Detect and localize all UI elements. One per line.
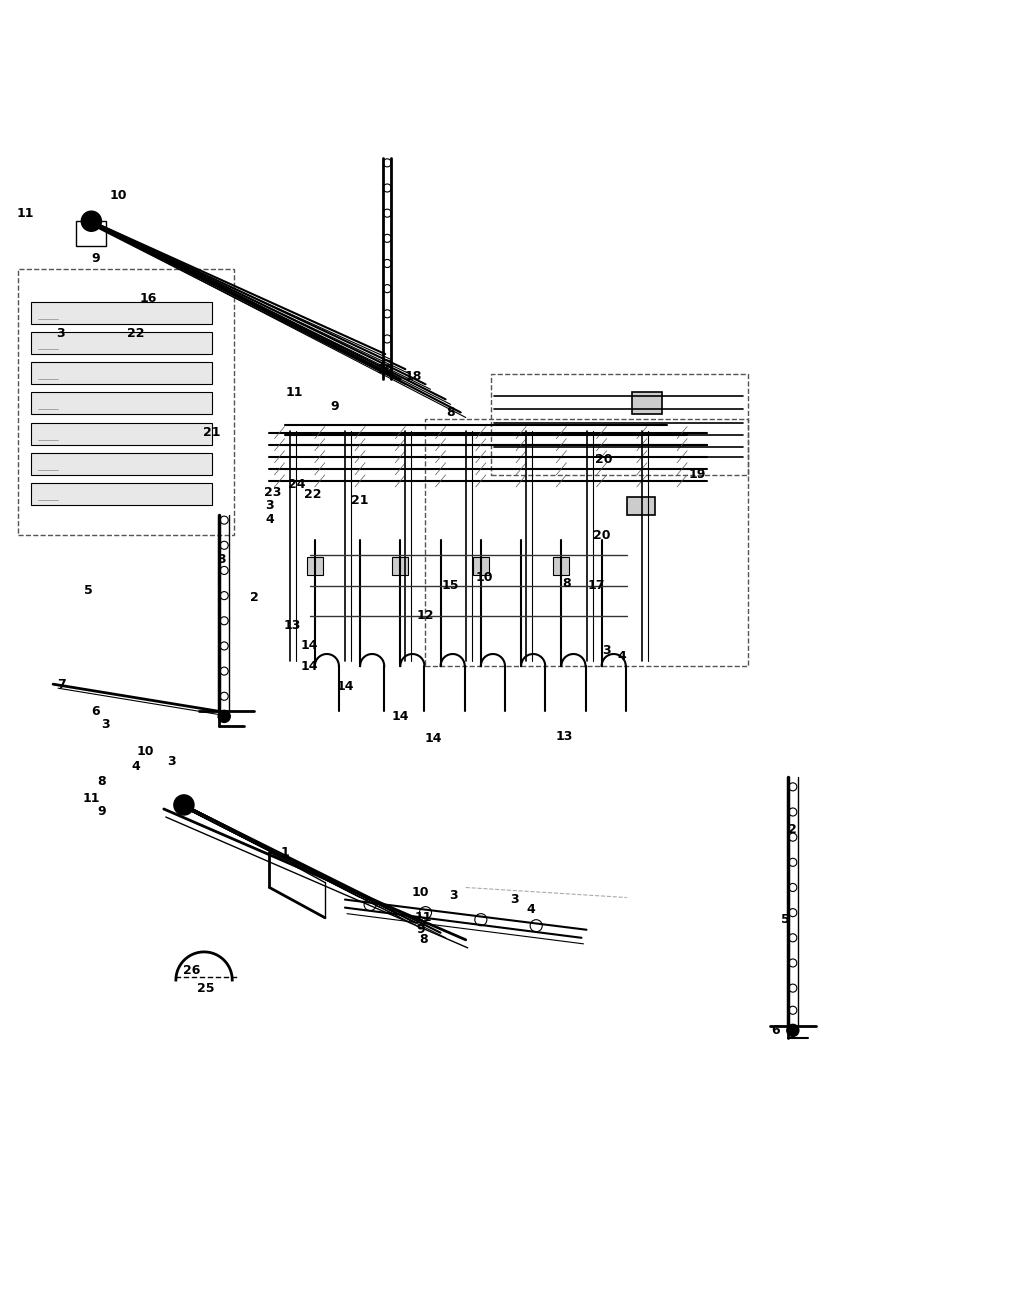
Text: 16: 16 — [140, 293, 158, 306]
Text: 3: 3 — [56, 328, 65, 340]
Bar — [631, 392, 661, 415]
Text: 14: 14 — [391, 710, 408, 723]
Text: 3: 3 — [602, 644, 611, 657]
Text: 12: 12 — [417, 609, 434, 622]
Bar — [425, 420, 747, 666]
Text: 10: 10 — [474, 571, 492, 584]
Text: 14: 14 — [300, 660, 318, 673]
Text: 9: 9 — [331, 400, 339, 413]
Text: 26: 26 — [183, 963, 200, 976]
Text: 8: 8 — [419, 933, 428, 946]
Text: 4: 4 — [527, 903, 535, 916]
Text: 9: 9 — [91, 252, 100, 265]
Bar — [490, 374, 747, 475]
Text: 13: 13 — [284, 619, 301, 632]
Bar — [31, 422, 212, 445]
Bar — [31, 302, 212, 324]
Text: 14: 14 — [300, 639, 318, 652]
Text: 14: 14 — [336, 680, 354, 693]
Text: 3: 3 — [265, 499, 274, 512]
Text: 8: 8 — [446, 405, 455, 419]
Text: 5: 5 — [780, 913, 790, 926]
Text: 4: 4 — [617, 649, 626, 663]
Text: 21: 21 — [351, 493, 368, 506]
Text: 6: 6 — [91, 705, 100, 718]
Text: 20: 20 — [592, 529, 610, 542]
Text: 8: 8 — [561, 577, 570, 590]
Text: 10: 10 — [411, 886, 429, 899]
Circle shape — [786, 1025, 798, 1036]
Bar — [626, 497, 654, 516]
Text: 11: 11 — [286, 386, 303, 399]
Text: 3: 3 — [216, 552, 225, 565]
Text: 8: 8 — [97, 775, 105, 789]
Text: 25: 25 — [197, 981, 214, 994]
Text: 23: 23 — [264, 487, 281, 500]
Text: 3: 3 — [101, 718, 109, 731]
Circle shape — [174, 795, 194, 815]
Text: 6: 6 — [770, 1023, 779, 1036]
Text: 4: 4 — [131, 760, 140, 773]
Bar — [31, 332, 212, 354]
Circle shape — [218, 710, 231, 723]
Bar — [31, 392, 212, 415]
Text: 22: 22 — [126, 328, 145, 340]
Text: 4: 4 — [265, 513, 274, 526]
Bar — [31, 483, 212, 505]
Bar — [18, 269, 234, 535]
Text: 13: 13 — [555, 729, 572, 743]
Text: 2: 2 — [788, 823, 797, 836]
Circle shape — [81, 211, 101, 231]
Text: 24: 24 — [287, 479, 305, 492]
Text: 18: 18 — [404, 370, 422, 383]
Text: 2: 2 — [250, 592, 259, 604]
Text: 11: 11 — [83, 792, 100, 806]
Bar — [392, 558, 408, 576]
Text: 3: 3 — [449, 890, 458, 903]
Text: 7: 7 — [57, 678, 66, 690]
Text: 15: 15 — [442, 579, 459, 592]
Text: 21: 21 — [203, 426, 220, 440]
Text: 22: 22 — [303, 488, 321, 501]
Bar — [76, 222, 106, 247]
Bar — [31, 362, 212, 384]
Text: 1: 1 — [280, 846, 289, 859]
Text: 11: 11 — [415, 911, 432, 924]
Text: 10: 10 — [136, 745, 155, 758]
Bar — [472, 558, 488, 576]
Text: 3: 3 — [510, 893, 518, 907]
Text: 10: 10 — [376, 362, 393, 375]
Text: 17: 17 — [587, 579, 605, 592]
Text: 9: 9 — [97, 806, 105, 819]
Text: 11: 11 — [16, 207, 33, 219]
Text: 19: 19 — [687, 468, 706, 482]
Text: 10: 10 — [109, 189, 127, 202]
Text: 9: 9 — [416, 924, 425, 937]
Bar — [553, 558, 569, 576]
Text: 3: 3 — [168, 756, 176, 769]
Bar — [31, 453, 212, 475]
Text: 20: 20 — [594, 453, 612, 466]
Text: 14: 14 — [425, 732, 442, 745]
Text: 5: 5 — [84, 584, 93, 597]
Bar — [306, 558, 323, 576]
